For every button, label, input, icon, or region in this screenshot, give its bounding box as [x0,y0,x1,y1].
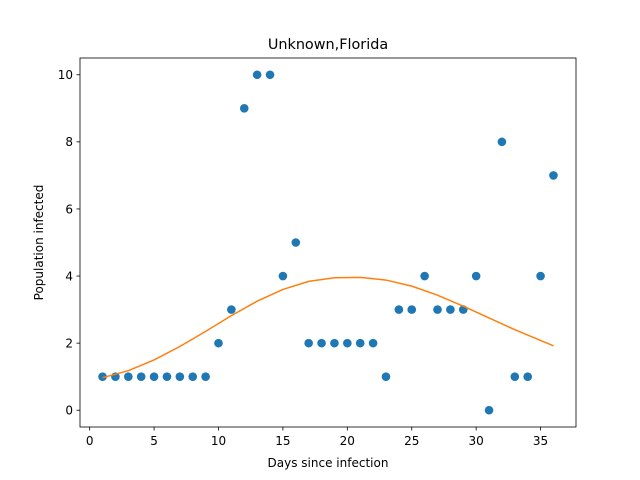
y-axis-label: Population infected [32,185,46,301]
data-point [407,305,417,314]
data-point [433,305,442,314]
chart-title: Unknown,Florida [268,37,388,53]
data-point [368,338,378,348]
data-point [136,372,146,381]
data-point [355,338,365,348]
data-point [471,271,481,281]
x-tick-label: 20 [340,434,355,448]
data-point [227,305,236,314]
data-point [446,305,455,314]
data-point [252,70,262,80]
data-point [484,405,494,415]
data-point [330,338,339,348]
data-point [304,338,313,348]
x-tick-label: 25 [404,434,419,448]
fit-curve-line [102,276,554,379]
data-point [265,70,275,80]
data-point [549,171,558,180]
y-tick-label: 0 [65,404,73,418]
data-point [291,238,301,247]
data-point [214,338,223,348]
y-tick-label: 4 [65,269,73,283]
data-point [523,372,532,381]
data-point [317,338,326,348]
x-tick-label: 15 [275,434,290,448]
data-point [394,305,404,314]
x-tick-label: 35 [533,434,548,448]
y-axis: 0 2 4 6 8 10 [58,68,80,418]
data-point [175,372,185,381]
y-tick-label: 10 [58,68,73,82]
data-point [188,372,198,381]
axes-frame [79,57,577,428]
y-tick-label: 6 [65,202,73,216]
data-point [278,271,288,281]
data-point [510,372,520,381]
data-point [201,372,210,381]
x-axis-label: Days since infection [268,456,389,470]
x-tick-label: 5 [150,434,158,448]
x-axis: 0 5 10 15 20 25 30 35 [86,427,548,448]
x-tick-label: 30 [469,434,484,448]
data-point [124,372,133,381]
data-point [239,104,249,113]
x-tick-label: 0 [86,434,94,448]
plot-area [98,70,558,415]
data-point [343,338,352,348]
x-tick-label: 10 [211,434,226,448]
y-tick-label: 2 [65,336,73,350]
data-point [98,372,107,381]
y-tick-label: 8 [65,135,73,149]
data-point [149,372,159,381]
data-point [536,271,545,281]
data-point [420,271,429,281]
data-point [381,372,391,381]
data-point [497,137,507,147]
data-point [162,372,172,381]
